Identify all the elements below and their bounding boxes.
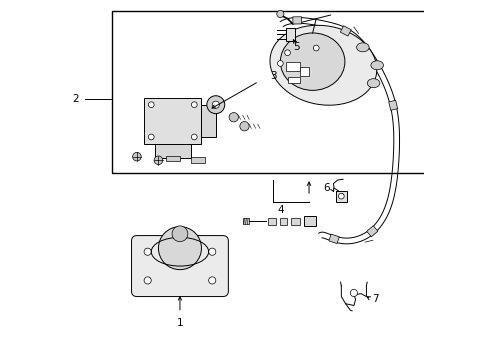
Circle shape xyxy=(148,102,154,108)
Circle shape xyxy=(191,102,197,108)
Circle shape xyxy=(338,193,344,199)
Bar xyxy=(190,157,204,163)
Ellipse shape xyxy=(280,33,344,90)
Bar xyxy=(287,77,300,83)
Text: 7: 7 xyxy=(372,294,378,304)
Circle shape xyxy=(212,101,219,108)
Circle shape xyxy=(228,113,238,122)
Circle shape xyxy=(144,277,151,284)
Circle shape xyxy=(276,10,284,18)
Ellipse shape xyxy=(370,61,383,70)
Text: 1: 1 xyxy=(176,319,183,328)
Text: 6: 6 xyxy=(323,183,329,193)
Bar xyxy=(340,26,350,36)
Bar xyxy=(300,67,308,76)
Circle shape xyxy=(239,122,249,131)
Bar xyxy=(144,98,201,144)
Bar xyxy=(388,100,397,110)
Bar xyxy=(279,218,286,225)
Circle shape xyxy=(154,156,163,165)
Bar xyxy=(112,12,441,173)
Ellipse shape xyxy=(269,25,376,105)
Circle shape xyxy=(132,152,141,161)
Bar xyxy=(292,17,301,24)
Circle shape xyxy=(144,248,151,255)
Bar xyxy=(267,218,275,225)
Bar xyxy=(155,144,190,158)
Bar xyxy=(366,226,377,237)
Bar xyxy=(303,216,316,226)
Text: 5: 5 xyxy=(293,42,299,52)
Circle shape xyxy=(172,226,187,242)
Circle shape xyxy=(208,277,215,284)
FancyBboxPatch shape xyxy=(131,235,228,297)
Ellipse shape xyxy=(356,43,368,52)
Bar xyxy=(328,234,339,244)
Bar xyxy=(335,191,346,202)
Circle shape xyxy=(191,134,197,140)
Text: 3: 3 xyxy=(269,71,276,81)
Text: 4: 4 xyxy=(277,206,283,216)
Circle shape xyxy=(313,45,319,51)
Bar xyxy=(242,219,249,224)
Circle shape xyxy=(208,248,215,255)
Text: 2: 2 xyxy=(72,94,79,104)
Circle shape xyxy=(277,60,283,66)
Circle shape xyxy=(349,289,357,297)
Circle shape xyxy=(148,134,154,140)
Bar xyxy=(201,105,215,137)
Bar xyxy=(285,28,294,41)
Circle shape xyxy=(284,50,290,55)
Bar xyxy=(165,156,180,161)
Bar xyxy=(290,218,300,225)
Circle shape xyxy=(158,226,201,270)
Ellipse shape xyxy=(366,79,379,87)
Circle shape xyxy=(206,96,224,114)
Bar xyxy=(285,62,300,71)
